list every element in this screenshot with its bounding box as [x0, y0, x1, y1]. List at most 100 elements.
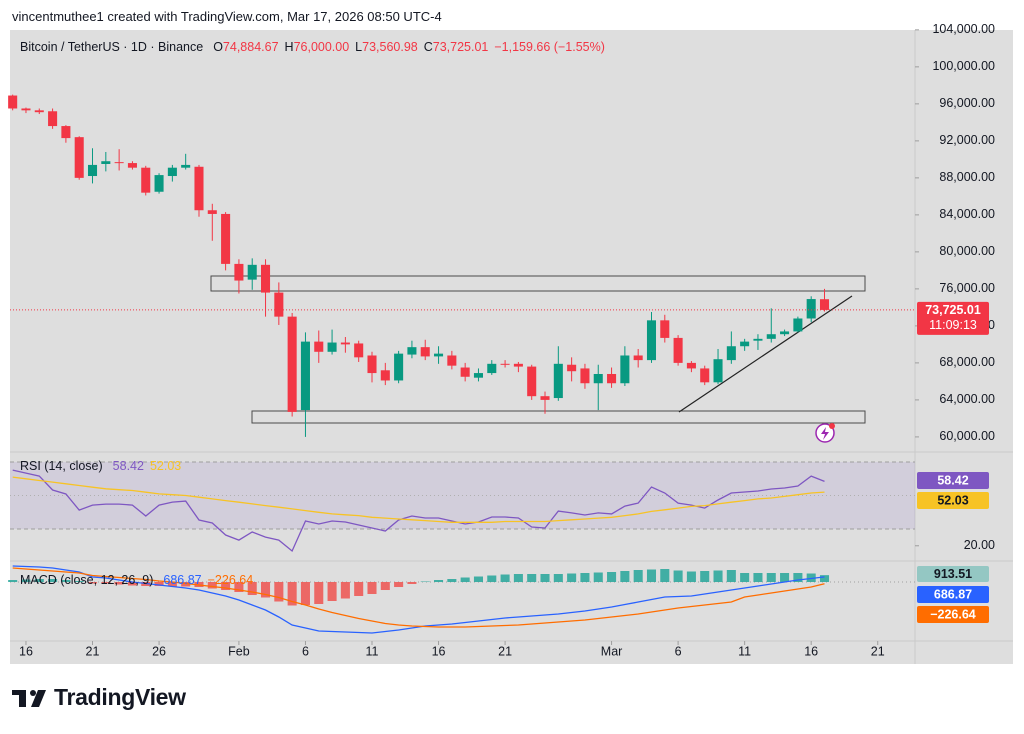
histogram-bar	[394, 582, 404, 588]
histogram-bar	[673, 570, 683, 583]
histogram-bar	[686, 571, 696, 583]
y-tick-label: 60,000.00	[939, 429, 995, 443]
candle-body	[87, 164, 98, 177]
candle-body	[633, 355, 643, 361]
candle-body	[580, 368, 590, 384]
x-tick-label: 6	[302, 644, 309, 658]
histogram-bar	[646, 569, 657, 583]
ohlc-value: 76,000.00	[293, 40, 350, 54]
x-tick-label: 26	[152, 644, 166, 658]
candle-body	[247, 264, 257, 280]
price-change: −1,159.66 (−1.55%)	[494, 40, 605, 54]
histogram-bar	[274, 582, 284, 602]
ohlc-item: H76,000.00	[285, 40, 350, 54]
histogram-bar	[234, 582, 244, 592]
y-tick-label: 84,000.00	[939, 207, 995, 221]
histogram-bar	[87, 582, 98, 584]
series-last-label-box	[917, 492, 989, 509]
y-tick-label: 68,000.00	[939, 355, 995, 369]
histogram-bar	[261, 582, 271, 598]
histogram-bar	[487, 575, 497, 583]
y-tick-label: 80,000.00	[939, 244, 995, 258]
ohlc-value: 74,884.67	[222, 40, 279, 54]
candle-body	[447, 355, 457, 366]
y-tick-label: 88,000.00	[939, 170, 995, 184]
resistance-box	[210, 275, 866, 292]
histogram-bar	[740, 573, 750, 583]
series-line	[12, 469, 825, 553]
histogram-bar	[327, 582, 337, 601]
histogram-bar	[553, 574, 563, 583]
x-tick-label: 6	[675, 644, 682, 658]
histogram-bar	[167, 582, 177, 587]
candle-body	[793, 318, 803, 332]
histogram-bar	[380, 582, 390, 591]
candle-body	[114, 162, 124, 164]
candle-body	[154, 175, 164, 192]
x-tick-label: Feb	[228, 644, 250, 658]
price-legend: Bitcoin / TetherUS · 1D · Binance O74,884…	[20, 40, 605, 54]
histogram-last-label-box	[917, 566, 989, 582]
series-line	[12, 565, 825, 634]
ohlc-item: C73,725.01	[424, 40, 489, 54]
candle-body	[367, 355, 377, 374]
histogram-bar	[753, 573, 763, 583]
histogram-bar	[154, 582, 164, 586]
histogram-bar	[207, 582, 217, 589]
histogram-bar	[607, 571, 617, 583]
histogram-bar	[48, 579, 58, 583]
chart-background	[10, 30, 1013, 664]
x-tick-label: 16	[19, 644, 33, 658]
candle-body	[354, 343, 364, 358]
series-last-label: −226.64	[930, 607, 976, 621]
candle-body	[540, 396, 550, 400]
candle-body	[34, 110, 44, 113]
histogram-bar	[181, 582, 191, 587]
y-tick-label: 64,000.00	[939, 392, 995, 406]
histogram-bar	[793, 573, 803, 583]
candle-body	[740, 341, 750, 347]
ohlc-key: O	[213, 40, 223, 54]
candle-body	[327, 342, 337, 352]
indicator-value: 52.03	[149, 459, 182, 473]
histogram-bar	[500, 574, 510, 583]
histogram-bar	[447, 579, 457, 583]
candle-body	[221, 213, 231, 264]
candle-body	[686, 362, 696, 369]
y-tick-label: 96,000.00	[939, 96, 995, 110]
countdown-label: 11:09:13	[929, 318, 977, 332]
x-tick-label: 11	[738, 644, 751, 658]
histogram-bar	[513, 574, 523, 583]
alert-icon	[815, 423, 835, 443]
last-price-box	[917, 301, 989, 335]
x-tick-label: 16	[432, 644, 446, 658]
candle-body	[74, 137, 84, 178]
candle-body	[380, 370, 390, 381]
histogram-bar	[74, 581, 84, 583]
series-last-label: 52.03	[937, 493, 968, 507]
candle-body	[261, 264, 271, 293]
ohlc-item: L73,560.98	[355, 40, 418, 54]
histogram-bar	[420, 581, 430, 583]
histogram-bar	[473, 576, 483, 583]
candle-body	[394, 353, 404, 381]
histogram-bar	[527, 574, 537, 583]
ohlc-key: L	[355, 40, 363, 54]
histogram-bar	[593, 572, 603, 583]
histogram-bar	[300, 582, 310, 605]
credit: vincentmuthee1 created with TradingView.…	[12, 9, 442, 24]
histogram-bar	[819, 575, 830, 583]
x-tick-label: 11	[366, 644, 379, 658]
histogram-bar	[540, 574, 550, 583]
y-tick-label: 76,000.00	[939, 281, 995, 295]
indicator-legend: RSI (14, close) 58.42 52.03	[20, 459, 181, 473]
series-last-label: 58.42	[937, 473, 968, 487]
histogram-bar	[713, 570, 723, 583]
ohlc-value: 73,725.01	[432, 40, 489, 54]
histogram-bar	[127, 582, 137, 586]
candle-body	[48, 111, 58, 127]
candle-body	[713, 359, 723, 383]
histogram-bar	[21, 579, 31, 583]
